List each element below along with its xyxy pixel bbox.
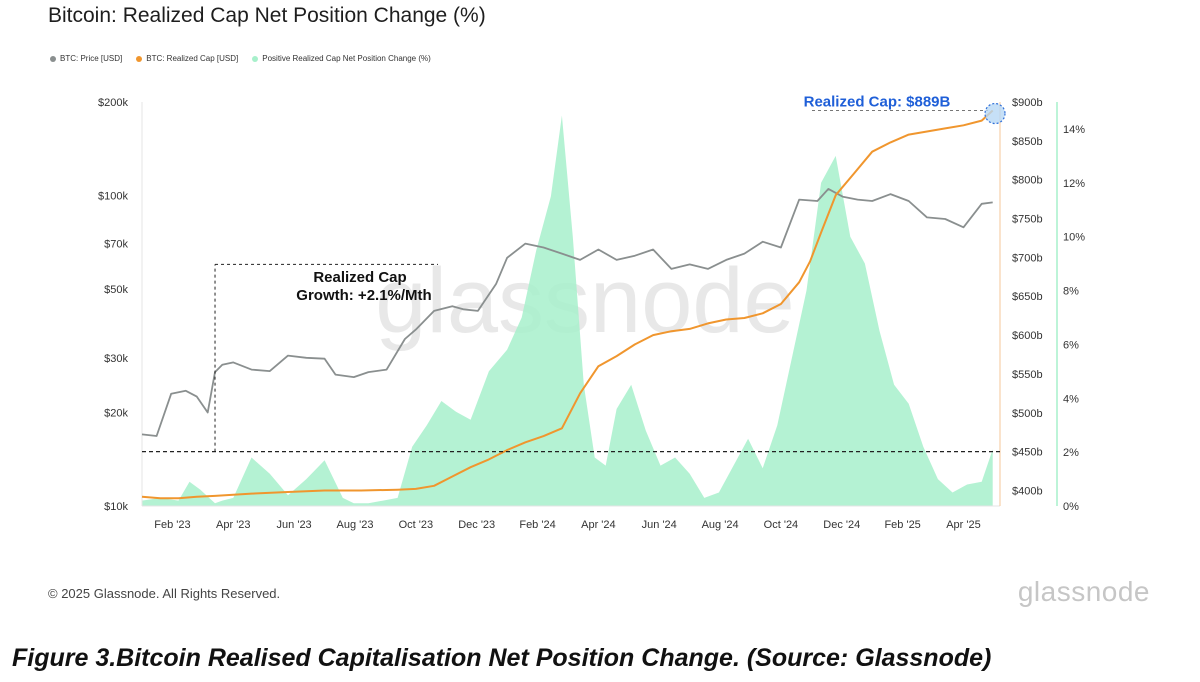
right-axis-tick-label: $650b [1012, 291, 1043, 303]
x-axis-tick-label: Aug '23 [336, 519, 373, 531]
legend-price-marker [50, 55, 56, 62]
x-axis-tick-label: Apr '25 [946, 519, 981, 531]
left-axis-tick-label: $100k [98, 190, 128, 202]
realized-cap-line [141, 109, 994, 500]
left-axis-tick-label: $10k [104, 501, 128, 513]
percent-axis-tick-label: 2% [1063, 447, 1079, 459]
left-axis-tick-label: $50k [104, 284, 128, 296]
x-axis-tick-label: Feb '24 [519, 519, 555, 531]
x-axis-tick-label: Feb '25 [884, 519, 920, 531]
left-axis-tick-label: $70k [104, 239, 128, 251]
legend-item-realized-cap[interactable]: BTC: Realized Cap [USD] [136, 54, 238, 63]
net-position-change-area [142, 115, 993, 506]
realized-cap-value-label: Realized Cap: $889B [804, 94, 951, 111]
x-axis-tick-label: Aug '24 [702, 519, 739, 531]
growth-annotation-line2: Growth: +2.1%/Mth [296, 287, 431, 304]
right-axis-tick-label: $600b [1012, 330, 1043, 342]
chart: glassnode $10k $20k $30k $50k $70k $100k $200k… [98, 94, 1085, 531]
right-axis-tick-label: $800b [1012, 175, 1043, 187]
legend-realized-cap-label: BTC: Realized Cap [USD] [146, 54, 239, 63]
right-axis-tick-label: $450b [1012, 447, 1043, 459]
right-axis-tick-label: $400b [1012, 485, 1043, 497]
figure-caption: Figure 3.Bitcoin Realised Capitalisation… [12, 644, 992, 672]
right-axis-tick-label: $900b [1012, 97, 1043, 109]
realized-cap-end-marker [984, 102, 1006, 125]
x-axis-tick-label: Apr '24 [581, 519, 616, 531]
x-axis-tick-label: Dec '23 [458, 519, 495, 531]
x-axis-tick-label: Apr '23 [216, 519, 251, 531]
right-axis-tick-label: $850b [1012, 136, 1043, 148]
right-axis-tick-label: $550b [1012, 369, 1043, 381]
legend-realized-cap-marker [136, 55, 143, 62]
right-axis-tick-label: $750b [1012, 214, 1043, 226]
watermark-text: glassnode [375, 250, 794, 352]
copyright-text: © 2025 Glassnode. All Rights Reserved. [48, 586, 281, 601]
percent-axis-tick-label: 12% [1063, 178, 1085, 190]
x-axis-tick-label: Jun '23 [277, 519, 312, 531]
btc-price-line [141, 187, 993, 437]
percent-axis-tick-label: 4% [1063, 393, 1079, 405]
right-axis-tick-label: $500b [1012, 408, 1043, 420]
growth-annotation-line1: Realized Cap [313, 269, 406, 286]
x-axis-tick-label: Dec '24 [823, 519, 860, 531]
legend-net-position-marker [252, 55, 259, 62]
percent-axis-tick-label: 8% [1063, 286, 1079, 298]
percent-axis-tick-label: 14% [1063, 124, 1085, 136]
legend-net-position-label: Positive Realized Cap Net Position Chang… [262, 54, 431, 63]
x-axis-tick-label: Jun '24 [642, 519, 677, 531]
x-axis-tick-label: Oct '24 [764, 519, 799, 531]
percent-axis-tick-label: 6% [1063, 339, 1079, 351]
left-axis-tick-label: $200k [98, 97, 128, 109]
percent-axis-tick-label: 10% [1063, 232, 1085, 244]
left-axis-tick-label: $30k [104, 353, 128, 365]
right-axis-tick-label: $700b [1012, 252, 1043, 264]
chart-title: Bitcoin: Realized Cap Net Position Chang… [48, 4, 486, 27]
legend-price-label: BTC: Price [USD] [60, 54, 123, 63]
left-axis-tick-label: $20k [104, 408, 128, 420]
x-axis-tick-label: Oct '23 [399, 519, 434, 531]
percent-axis-tick-label: 0% [1063, 501, 1079, 513]
legend-item-price[interactable]: BTC: Price [USD] [50, 54, 122, 63]
brand-logo: glassnode [1017, 576, 1150, 607]
legend: BTC: Price [USD] BTC: Realized Cap [USD]… [50, 54, 431, 63]
x-axis-tick-label: Feb '23 [154, 519, 190, 531]
legend-item-net-position[interactable]: Positive Realized Cap Net Position Chang… [252, 54, 431, 63]
